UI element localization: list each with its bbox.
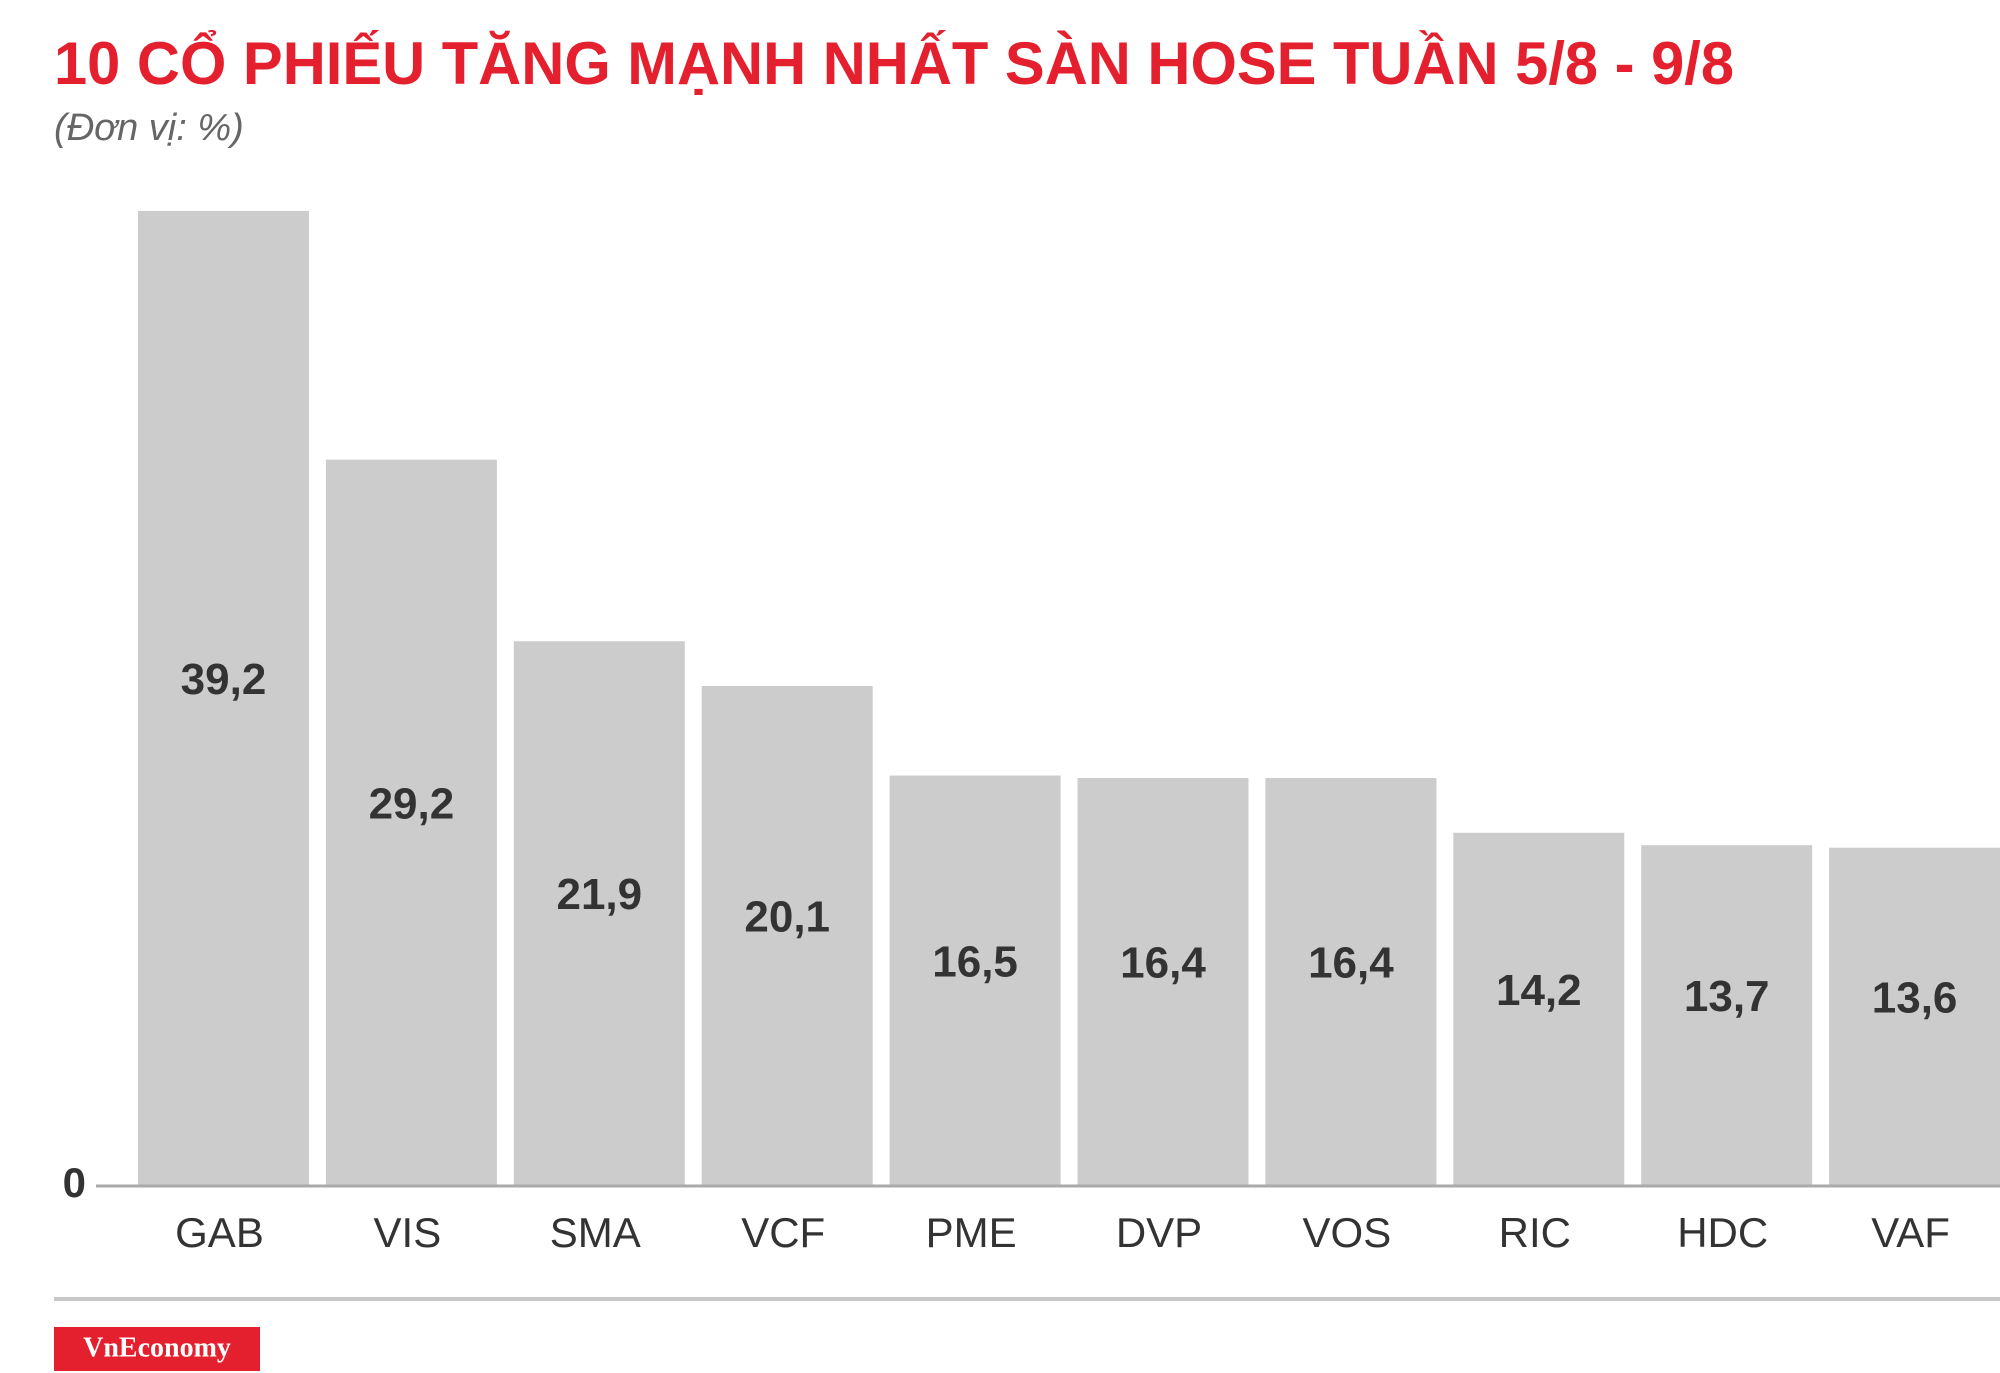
bar: [1077, 778, 1249, 1186]
x-tick-label: VAF: [1871, 1209, 1950, 1256]
value-label: 13,7: [1684, 972, 1770, 1021]
brand-box: [54, 1327, 260, 1371]
x-tick-label: VOS: [1303, 1209, 1392, 1256]
brand-logo: VnEconomy: [83, 1332, 231, 1363]
value-label: 13,6: [1872, 973, 1958, 1022]
value-label: 16,5: [932, 937, 1018, 986]
value-label: 14,2: [1496, 966, 1582, 1015]
x-tick-label: VCF: [741, 1209, 825, 1256]
chart-title: 10 CỔ PHIẾU TĂNG MẠNH NHẤT SÀN HOSE TUẦN…: [54, 30, 1734, 97]
bar: [1453, 832, 1625, 1186]
value-label: 20,1: [744, 893, 830, 942]
value-label: 39,2: [181, 655, 267, 704]
bar: [1265, 778, 1437, 1186]
value-label: 16,4: [1308, 939, 1394, 988]
y-tick-label: 0: [63, 1159, 86, 1206]
x-tick-label: PME: [926, 1209, 1017, 1256]
x-tick-label: HDC: [1677, 1209, 1768, 1256]
bar: [1829, 847, 2000, 1186]
bar: [138, 210, 309, 1186]
value-label: 29,2: [369, 779, 455, 828]
value-label: 16,4: [1120, 939, 1206, 988]
x-tick-label: VIS: [374, 1209, 442, 1256]
x-tick-label: DVP: [1116, 1209, 1202, 1256]
x-tick-label: GAB: [175, 1209, 264, 1256]
bar: [889, 775, 1061, 1186]
bar: [701, 686, 873, 1186]
chart-subtitle: (Đơn vị: %): [54, 107, 244, 149]
value-label: 21,9: [556, 870, 642, 919]
bar: [1641, 845, 1813, 1186]
bar: [513, 641, 685, 1186]
x-tick-label: SMA: [550, 1209, 641, 1256]
x-tick-label: RIC: [1499, 1209, 1571, 1256]
bar: [325, 459, 497, 1186]
